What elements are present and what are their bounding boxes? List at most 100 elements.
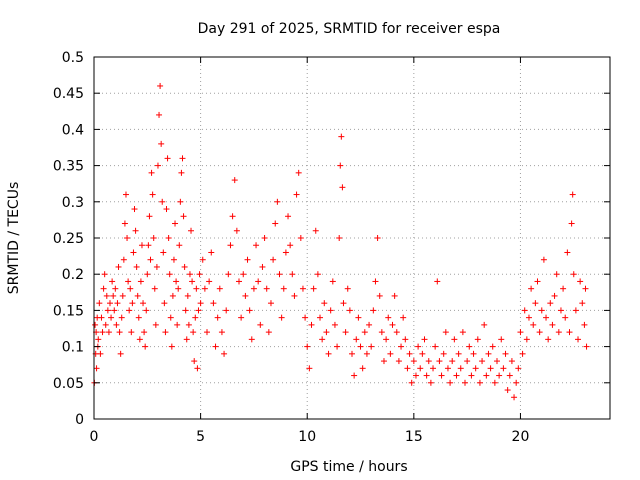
data-point bbox=[272, 220, 279, 227]
data-point bbox=[143, 307, 150, 314]
x-tick-label: 15 bbox=[405, 429, 423, 445]
data-point bbox=[133, 263, 140, 270]
data-point bbox=[491, 379, 498, 386]
data-point bbox=[459, 329, 466, 336]
x-tick-label: 20 bbox=[512, 429, 530, 445]
y-tick-label: 0.45 bbox=[53, 86, 84, 102]
data-point bbox=[408, 379, 415, 386]
data-point bbox=[530, 321, 537, 328]
data-point bbox=[551, 292, 558, 299]
y-tick-label: 0.05 bbox=[53, 376, 84, 392]
data-point bbox=[577, 278, 584, 285]
data-point bbox=[93, 365, 100, 372]
data-point bbox=[145, 242, 152, 249]
data-point bbox=[104, 307, 111, 314]
data-point bbox=[134, 292, 141, 299]
data-point bbox=[225, 271, 232, 278]
data-point bbox=[248, 336, 255, 343]
data-point bbox=[440, 350, 447, 357]
data-point bbox=[327, 307, 334, 314]
data-point bbox=[457, 365, 464, 372]
data-point bbox=[504, 387, 511, 394]
data-point bbox=[391, 292, 398, 299]
data-point bbox=[270, 256, 277, 263]
data-point bbox=[545, 336, 552, 343]
y-tick-label: 0.3 bbox=[62, 195, 84, 211]
data-point bbox=[523, 336, 530, 343]
data-point bbox=[474, 336, 481, 343]
data-point bbox=[304, 343, 311, 350]
data-point bbox=[549, 321, 556, 328]
data-point bbox=[508, 358, 515, 365]
y-tick-label: 0.15 bbox=[53, 303, 84, 319]
data-point bbox=[389, 321, 396, 328]
data-point bbox=[378, 329, 385, 336]
data-point bbox=[525, 314, 532, 321]
data-point bbox=[289, 271, 296, 278]
data-point bbox=[317, 314, 324, 321]
data-point bbox=[96, 300, 103, 307]
data-point bbox=[146, 213, 153, 220]
data-point bbox=[95, 336, 102, 343]
data-point bbox=[156, 111, 163, 118]
x-tick-label: 0 bbox=[90, 429, 99, 445]
data-point bbox=[132, 227, 139, 234]
data-point bbox=[427, 379, 434, 386]
y-tick-label: 0.5 bbox=[62, 50, 84, 66]
data-point bbox=[153, 263, 160, 270]
data-point bbox=[447, 379, 454, 386]
data-point bbox=[370, 307, 377, 314]
data-point bbox=[197, 300, 204, 307]
data-point bbox=[569, 191, 576, 198]
data-point bbox=[154, 162, 161, 169]
x-tick-label: 10 bbox=[298, 429, 316, 445]
data-point bbox=[121, 220, 128, 227]
data-point bbox=[575, 336, 582, 343]
data-point bbox=[173, 278, 180, 285]
data-point bbox=[449, 358, 456, 365]
data-point bbox=[192, 314, 199, 321]
data-point bbox=[233, 227, 240, 234]
data-point bbox=[188, 227, 195, 234]
data-point bbox=[543, 314, 550, 321]
data-point bbox=[210, 300, 217, 307]
data-point bbox=[425, 358, 432, 365]
data-point bbox=[287, 242, 294, 249]
data-point bbox=[521, 307, 528, 314]
data-point bbox=[185, 321, 192, 328]
data-point bbox=[502, 350, 509, 357]
data-point bbox=[312, 227, 319, 234]
data-point bbox=[196, 271, 203, 278]
data-point bbox=[218, 329, 225, 336]
data-point bbox=[193, 285, 200, 292]
data-point bbox=[406, 350, 413, 357]
data-point bbox=[140, 300, 147, 307]
data-point bbox=[181, 263, 188, 270]
data-point bbox=[353, 336, 360, 343]
data-point bbox=[119, 292, 126, 299]
data-point bbox=[363, 350, 370, 357]
data-point bbox=[101, 271, 108, 278]
data-point bbox=[191, 358, 198, 365]
data-point bbox=[115, 263, 122, 270]
data-point bbox=[368, 343, 375, 350]
data-point bbox=[372, 278, 379, 285]
data-point bbox=[117, 350, 124, 357]
data-point bbox=[528, 285, 535, 292]
data-point bbox=[385, 314, 392, 321]
data-point bbox=[472, 365, 479, 372]
data-point bbox=[297, 235, 304, 241]
data-point bbox=[451, 336, 458, 343]
data-point bbox=[291, 292, 298, 299]
data-point bbox=[97, 350, 104, 357]
data-point bbox=[250, 285, 257, 292]
data-point bbox=[116, 329, 123, 336]
data-point bbox=[423, 372, 430, 379]
data-point bbox=[122, 191, 129, 198]
data-point bbox=[395, 358, 402, 365]
y-tick-label: 0.4 bbox=[62, 122, 84, 138]
data-point bbox=[158, 140, 165, 147]
data-point bbox=[129, 300, 136, 307]
data-point bbox=[166, 271, 173, 278]
